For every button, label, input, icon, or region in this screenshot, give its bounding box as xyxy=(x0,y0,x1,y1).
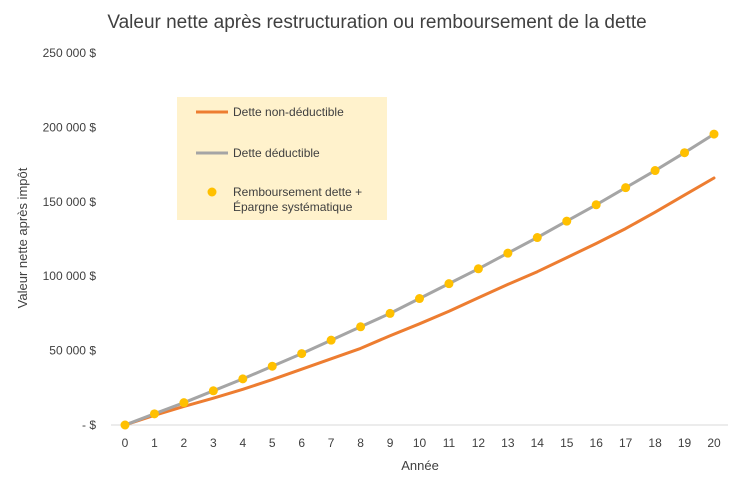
x-tick-label: 11 xyxy=(443,436,456,450)
data-point xyxy=(473,264,483,274)
data-point xyxy=(356,322,366,332)
legend-label-2: Remboursement dette + Épargne systématiqu… xyxy=(233,185,362,214)
y-axis-label: Valeur nette après impôt xyxy=(15,167,30,308)
data-point xyxy=(650,166,660,176)
x-tick-label: 2 xyxy=(181,436,188,450)
data-point xyxy=(149,409,159,419)
legend-label-0: Dette non-déductible xyxy=(233,105,344,119)
x-tick-label: 20 xyxy=(707,436,721,450)
x-tick-label: 12 xyxy=(472,436,486,450)
data-point xyxy=(326,335,336,345)
chart-title: Valeur nette après restructuration ou re… xyxy=(107,12,646,33)
y-tick-label: 50 000 $ xyxy=(49,344,96,358)
x-tick-label: 19 xyxy=(678,436,692,450)
y-tick-label: 100 000 $ xyxy=(43,269,97,283)
data-point xyxy=(267,361,277,371)
x-tick-label: 1 xyxy=(151,436,158,450)
legend-background xyxy=(177,97,387,220)
x-tick-label: 10 xyxy=(413,436,427,450)
series-layer xyxy=(120,129,719,430)
x-axis-label: Année xyxy=(401,458,439,473)
x-tick-label: 18 xyxy=(648,436,662,450)
y-tick-label: 250 000 $ xyxy=(43,46,97,60)
x-tick-label: 13 xyxy=(501,436,515,450)
legend-label-1: Dette déductible xyxy=(233,146,320,160)
x-tick-label: 8 xyxy=(357,436,364,450)
x-tick-label: 16 xyxy=(590,436,604,450)
data-point xyxy=(238,374,248,384)
x-tick-label: 14 xyxy=(531,436,545,450)
data-point xyxy=(444,279,454,289)
data-point xyxy=(415,294,424,304)
x-axis-ticks: 0 1 2 3 4 5 6 7 8 9 10 11 12 13 14 15 16 17 18 19 20 xyxy=(122,436,721,450)
x-tick-label: 3 xyxy=(210,436,217,450)
data-point xyxy=(503,248,513,258)
x-tick-label: 5 xyxy=(269,436,276,450)
data-point xyxy=(680,148,690,158)
data-point xyxy=(120,420,130,430)
data-point xyxy=(208,386,218,396)
x-tick-label: 0 xyxy=(122,436,129,450)
y-axis-ticks: - $ 50 000 $ 100 000 $ 150 000 $ 200 000 $ 25… xyxy=(43,46,97,432)
series-line-0 xyxy=(123,176,716,427)
data-point xyxy=(179,398,189,408)
x-tick-label: 9 xyxy=(387,436,394,450)
y-tick-label: 150 000 $ xyxy=(43,195,97,209)
data-point xyxy=(385,308,395,318)
data-point xyxy=(621,183,631,193)
x-tick-label: 6 xyxy=(298,436,305,450)
x-tick-label: 17 xyxy=(619,436,633,450)
legend: Dette non-déductible Dette déductible Remb… xyxy=(177,97,387,220)
x-tick-label: 15 xyxy=(560,436,574,450)
x-tick-label: 4 xyxy=(239,436,246,450)
legend-swatch-2 xyxy=(207,187,217,197)
data-point xyxy=(562,216,572,226)
data-point xyxy=(709,129,719,139)
y-tick-label: - $ xyxy=(82,418,96,432)
data-point xyxy=(297,349,307,359)
data-point xyxy=(532,233,542,243)
y-tick-label: 200 000 $ xyxy=(43,120,97,134)
x-tick-label: 7 xyxy=(328,436,335,450)
data-point xyxy=(591,200,601,210)
